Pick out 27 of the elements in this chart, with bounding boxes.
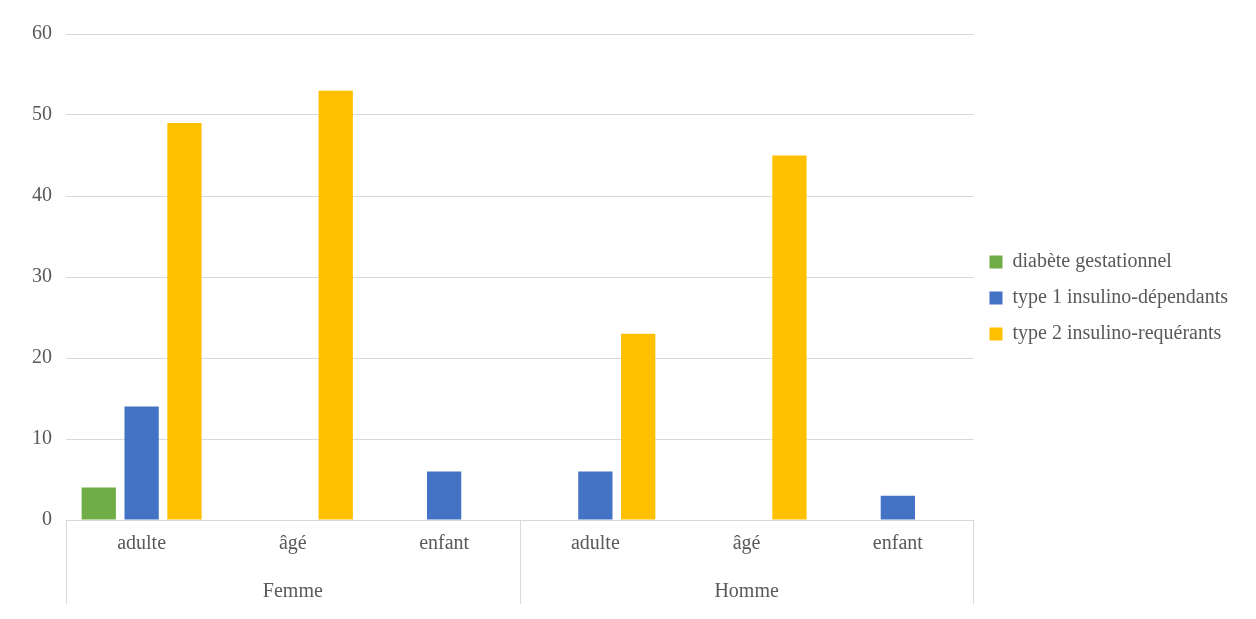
y-tick-label: 0 (42, 507, 52, 530)
text: Homme (714, 579, 779, 602)
bar (772, 155, 807, 520)
x-tick-label: adulte (117, 531, 167, 554)
x-tick-label: enfant (872, 531, 924, 554)
bar (426, 471, 462, 520)
y-tick-label: 40 (32, 183, 52, 206)
x-tick-label: âgé (732, 531, 761, 555)
legend-label: type 1 insulino-dépendants (1012, 285, 1229, 309)
bar (318, 90, 353, 520)
x-tick-label: âgé (278, 531, 307, 555)
y-tick-label: 60 (32, 21, 52, 44)
x-tick-label: adulte (570, 531, 620, 554)
legend-label: type 2 insulino-requérants (1012, 321, 1222, 345)
bar (81, 487, 116, 520)
y-tick-label: 30 (32, 264, 52, 287)
bar (621, 333, 656, 520)
bar (124, 406, 159, 520)
y-tick-label: 10 (32, 426, 52, 449)
bar (167, 123, 202, 520)
text: Femme (262, 579, 323, 602)
bar (578, 471, 613, 520)
x-tick-label: enfant (419, 531, 470, 554)
bar (880, 495, 915, 520)
y-tick-label: 50 (32, 102, 52, 125)
y-tick-label: 20 (32, 345, 52, 368)
legend-label: diabète gestationnel (1012, 249, 1173, 273)
